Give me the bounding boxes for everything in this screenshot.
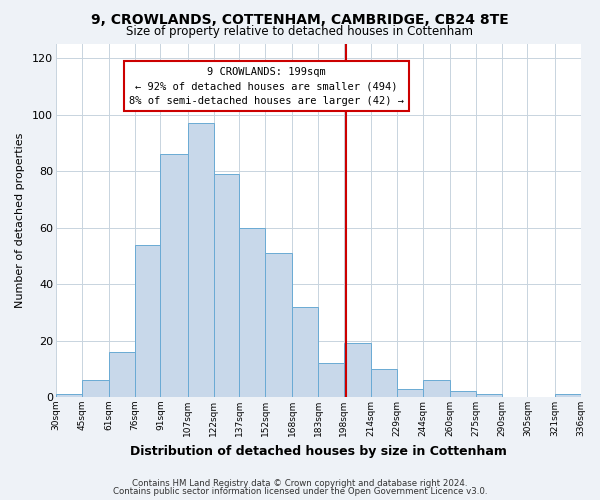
Bar [371,369,397,397]
Text: 9, CROWLANDS, COTTENHAM, CAMBRIDGE, CB24 8TE: 9, CROWLANDS, COTTENHAM, CAMBRIDGE, CB24… [91,12,509,26]
Bar [397,388,423,397]
Bar [56,394,82,397]
Bar [188,123,214,397]
Bar [214,174,239,397]
Bar [555,394,581,397]
Bar [423,380,450,397]
Bar [160,154,188,397]
Bar [476,394,502,397]
Text: Contains HM Land Registry data © Crown copyright and database right 2024.: Contains HM Land Registry data © Crown c… [132,478,468,488]
X-axis label: Distribution of detached houses by size in Cottenham: Distribution of detached houses by size … [130,444,506,458]
Text: Size of property relative to detached houses in Cottenham: Size of property relative to detached ho… [127,25,473,38]
Bar [318,363,344,397]
Bar [82,380,109,397]
Bar [344,344,371,397]
Bar [135,244,160,397]
Text: 9 CROWLANDS: 199sqm
← 92% of detached houses are smaller (494)
8% of semi-detach: 9 CROWLANDS: 199sqm ← 92% of detached ho… [129,66,404,106]
Text: Contains public sector information licensed under the Open Government Licence v3: Contains public sector information licen… [113,487,487,496]
Bar [265,253,292,397]
Y-axis label: Number of detached properties: Number of detached properties [15,133,25,308]
Bar [109,352,135,397]
Bar [239,228,265,397]
Bar [292,306,318,397]
Bar [450,392,476,397]
